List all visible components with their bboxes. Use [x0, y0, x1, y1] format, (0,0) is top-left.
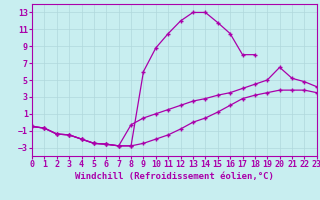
X-axis label: Windchill (Refroidissement éolien,°C): Windchill (Refroidissement éolien,°C): [75, 172, 274, 181]
